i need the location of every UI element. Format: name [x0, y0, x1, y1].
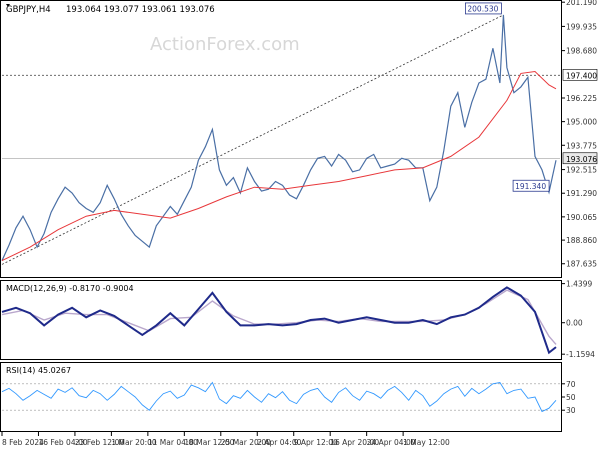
time-tick-label: 1 May 12:00: [403, 438, 450, 447]
macd-tick-label: -1.1594: [566, 350, 595, 359]
rsi-line: [1, 381, 557, 413]
price-tick-label: 188.860: [566, 236, 597, 245]
macd-panel: MACD(12,26,9) -0.8170 -0.9004 1.4399 0.00…: [0, 280, 595, 360]
price-annotation-box: [512, 179, 550, 192]
time-tick-label: 16 Apr 20:00: [330, 438, 379, 447]
resistance-price-label-box: [562, 69, 598, 81]
price-annotation-label: 191.340: [515, 182, 546, 191]
macd-tick-label: 1.4399: [566, 280, 592, 289]
time-tick-label: 9 Apr 12:00: [294, 438, 338, 447]
instrument-label: GBPJPY,H4: [6, 5, 51, 15]
price-tick-label: 199.935: [566, 22, 597, 31]
current-price-label-box: [562, 152, 598, 165]
macd-tick-label: 0.00: [566, 319, 583, 328]
price-plot: 200.530 191.340: [1, 2, 560, 265]
watermark: ActionForex.com: [150, 34, 300, 55]
moving-average-line: [1, 70, 557, 262]
rsi-label: RSI(14) 45.0267: [6, 366, 71, 375]
price-tick-label: 195.000: [566, 118, 597, 127]
macd-panel-frame: [0, 280, 562, 360]
macd-plot: [1, 286, 557, 355]
current-price-label: 193.076: [566, 155, 597, 164]
rsi-tick-label: 70: [566, 380, 576, 389]
rsi-axis: 70 50 30: [561, 380, 576, 415]
price-axis: 201.190 199.935 198.680 196.225 195.000 193.7…: [561, 0, 598, 269]
ohlc-label: 193.064 193.077 193.061 193.076: [66, 5, 215, 15]
time-tick-label: 18 Mar 12:00: [184, 438, 234, 447]
collapse-arrow-icon[interactable]: [6, 4, 10, 7]
rsi-tick-label: 30: [566, 406, 576, 415]
price-annotation-box: [465, 2, 502, 15]
rsi-tick-label: 50: [566, 393, 576, 402]
macd-line: [1, 286, 557, 355]
price-tick-label: 201.190: [566, 0, 597, 7]
rsi-panel: RSI(14) 45.0267 70 50 30: [0, 362, 576, 432]
time-tick-label: 25 Mar 20:00: [221, 438, 271, 447]
time-tick-label: 8 Feb 2024: [2, 438, 44, 447]
time-tick-label: 24 Apr 04:00: [367, 438, 416, 447]
price-tick-label: 192.515: [566, 166, 597, 175]
price-tick-label: 196.225: [566, 94, 597, 103]
price-panel-frame: [0, 0, 562, 278]
macd-label: MACD(12,26,9) -0.8170 -0.9004: [6, 284, 134, 293]
time-tick-label: 1 Mar 20:00: [111, 438, 157, 447]
resistance-price-label: 197.400: [566, 71, 597, 80]
macd-axis: 1.4399 0.00 -1.1594: [561, 280, 595, 359]
price-tick-label: 190.065: [566, 213, 597, 222]
time-tick-label: 23 Feb 12:00: [75, 438, 124, 447]
trendline: [1, 14, 504, 265]
rsi-plot: [1, 381, 560, 413]
price-tick-label: 198.680: [566, 47, 597, 56]
time-tick-label: 2 Apr 04:00: [257, 438, 301, 447]
price-tick-label: 193.775: [566, 141, 597, 150]
price-annotation-label: 200.530: [467, 4, 498, 13]
price-series-line: [1, 14, 557, 261]
time-tick-label: 11 Mar 04:00: [148, 438, 198, 447]
price-tick-label: 191.290: [566, 189, 597, 198]
time-tick-label: 16 Feb 04:00: [38, 438, 87, 447]
price-tick-label: 187.635: [566, 260, 597, 269]
price-panel: GBPJPY,H4 193.064 193.077 193.061 193.07…: [0, 0, 598, 278]
